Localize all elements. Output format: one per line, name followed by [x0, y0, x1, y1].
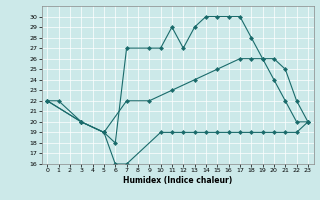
X-axis label: Humidex (Indice chaleur): Humidex (Indice chaleur) — [123, 176, 232, 185]
